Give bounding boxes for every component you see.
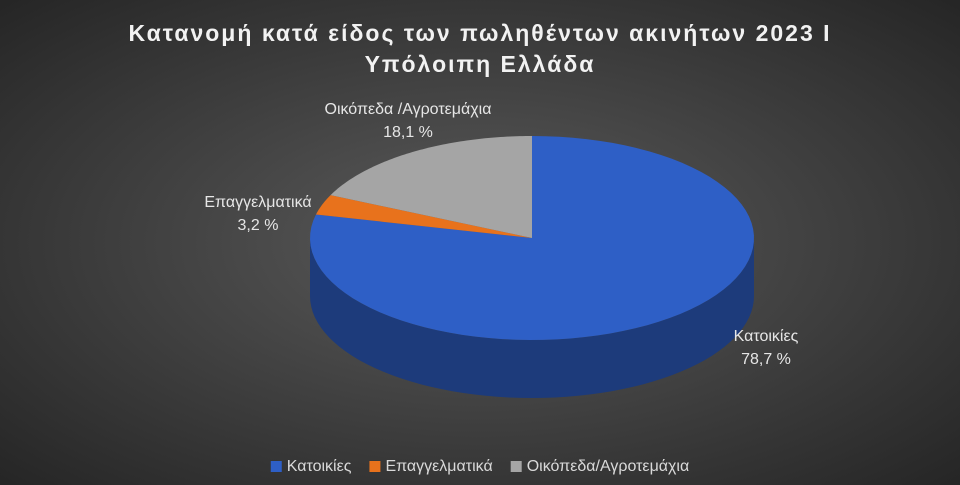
data-label: 78,7 % — [741, 351, 791, 368]
legend-swatch — [369, 461, 381, 472]
slice — [315, 195, 532, 238]
data-label-name: Οικόπεδα /Αγροτεμάχια — [325, 101, 492, 118]
legend: Κατοικίες Επαγγελματικά Οικόπεδα/Αγροτεμάχ… — [270, 458, 690, 475]
data-label: 3,2 % — [238, 217, 279, 234]
chart-title: Υπόλοιπη Ελλάδα — [365, 51, 596, 77]
data-label-name: Επαγγελματικά — [204, 194, 311, 211]
legend-swatch — [270, 461, 282, 472]
legend-label: Επαγγελματικά — [385, 458, 492, 475]
slice — [310, 136, 754, 340]
legend-swatch — [510, 461, 522, 472]
slice-side — [310, 238, 754, 398]
data-label: 18,1 % — [383, 124, 433, 141]
slice — [330, 136, 532, 238]
data-label-name: Κατοικίες — [734, 328, 799, 345]
legend-label: Κατοικίες — [287, 458, 352, 475]
legend-label: Οικόπεδα/Αγροτεμάχια — [527, 458, 690, 475]
chart-title: Κατανομή κατά είδος των πωληθέντων ακινή… — [128, 20, 831, 46]
